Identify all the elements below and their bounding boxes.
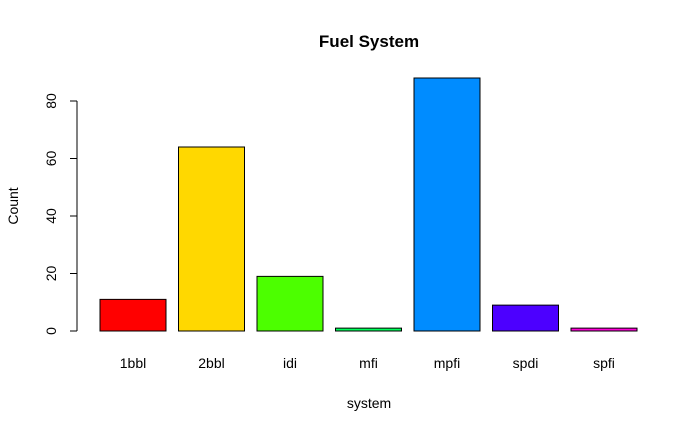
bar-2bbl [178, 146, 245, 332]
x-tick-label-1bbl: 1bbl [120, 355, 146, 371]
y-tick-label: 60 [43, 151, 59, 167]
bar-mpfi [413, 77, 481, 332]
bars [99, 77, 638, 332]
x-tick-label-idi: idi [283, 355, 297, 371]
y-tick-label: 20 [43, 266, 59, 282]
chart-title: Fuel System [319, 32, 419, 51]
bar-1bbl [99, 298, 167, 332]
bar-spdi [492, 304, 559, 332]
y-axis-label: Count [5, 187, 21, 224]
bar-idi [256, 275, 324, 332]
x-tick-label-spfi: spfi [593, 355, 615, 371]
x-tick-labels: 1bbl 2bbl idi mfi mpfi spdi spfi [120, 355, 615, 371]
y-tick-label: 0 [43, 327, 59, 335]
bar-spfi [570, 327, 638, 332]
bar-mfi [335, 327, 402, 332]
x-tick-label-2bbl: 2bbl [198, 355, 224, 371]
x-tick-label-mfi: mfi [359, 355, 378, 371]
x-tick-label-spdi: spdi [513, 355, 539, 371]
y-axis: 0 20 40 60 80 [43, 93, 78, 335]
x-tick-label-mpfi: mpfi [434, 355, 460, 371]
y-tick-label: 40 [43, 208, 59, 224]
y-tick-label: 80 [43, 93, 59, 109]
x-axis-label: system [347, 395, 391, 411]
